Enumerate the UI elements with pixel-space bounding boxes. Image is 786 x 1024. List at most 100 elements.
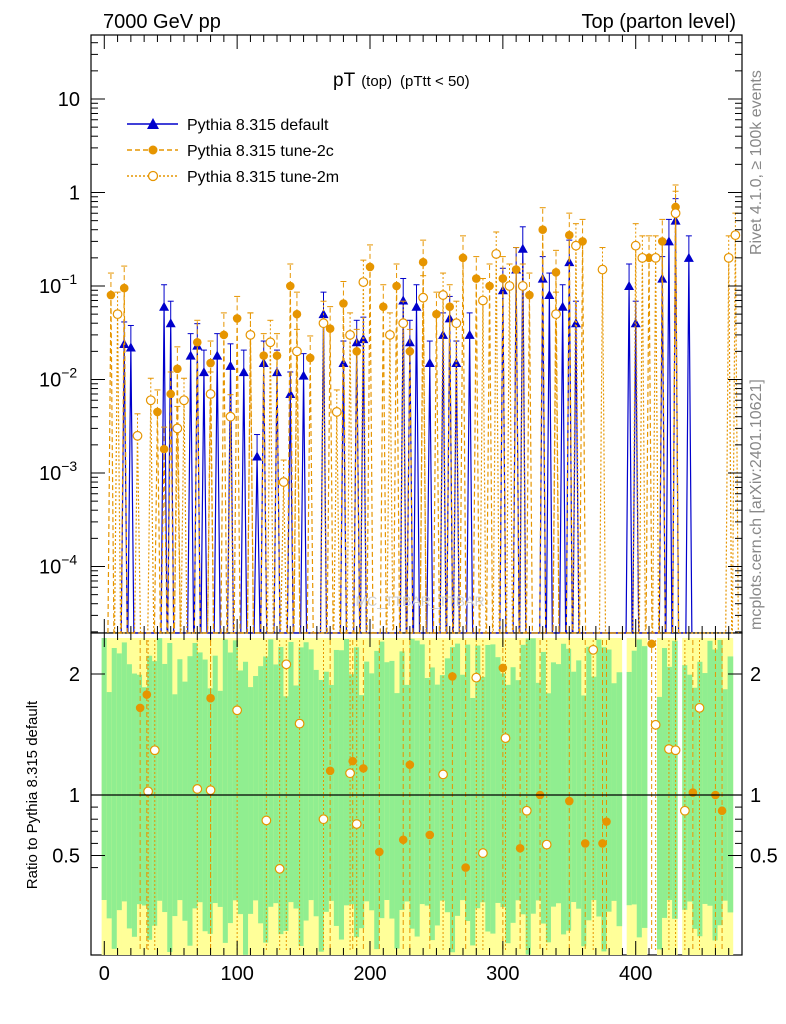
ratio-y-tick-label-right: 0.5 xyxy=(750,846,778,868)
title-main: pT xyxy=(333,70,356,91)
ratio-band-green xyxy=(707,640,714,906)
ratio-band-green xyxy=(500,673,507,908)
point-tune2c xyxy=(525,290,534,300)
ratio-band-green xyxy=(540,651,547,924)
ratio-band-green xyxy=(545,693,552,943)
point-tune2c xyxy=(458,253,468,263)
ratio-band-green xyxy=(394,693,400,949)
point-default xyxy=(238,367,249,377)
ratio-band-green xyxy=(470,697,476,946)
ratio-band-green xyxy=(227,652,234,924)
ratio-band-green xyxy=(571,671,577,903)
ratio-plot-marks xyxy=(135,639,727,952)
ratio-point-tune2m xyxy=(438,769,448,780)
ratio-band-green xyxy=(293,685,300,909)
ratio-band-green xyxy=(101,638,108,900)
ratio-band-green xyxy=(288,642,294,903)
point-tune2m xyxy=(205,389,216,399)
point-tune2m xyxy=(132,430,143,441)
ratio-band-green xyxy=(485,644,491,932)
point-tune2m xyxy=(418,292,429,303)
point-default xyxy=(298,370,309,380)
point-tune2c xyxy=(305,353,315,363)
ratio-point-tune2m xyxy=(294,718,305,729)
ratio-band-green xyxy=(248,687,254,914)
point-tune2c xyxy=(159,444,169,454)
legend: Pythia 8.315 default Pythia 8.315 tune-2… xyxy=(127,117,339,186)
ratio-band-green xyxy=(111,648,118,949)
ratio-band-green xyxy=(465,644,471,922)
point-default xyxy=(165,318,176,328)
point-tune2c xyxy=(657,237,667,246)
ratio-band-green xyxy=(414,640,421,937)
point-tune2c xyxy=(206,358,215,368)
point-tune2m xyxy=(438,290,448,300)
ratio-band-green xyxy=(444,658,451,913)
ratio-band-green xyxy=(449,647,456,953)
point-tune2c xyxy=(232,314,242,323)
ratio-band-green xyxy=(192,642,199,909)
ratio-band-green xyxy=(419,644,426,905)
ratio-point-tune2m xyxy=(261,815,272,826)
ratio-band-green xyxy=(136,674,143,905)
point-tune2m xyxy=(398,318,409,329)
point-tune2m xyxy=(145,395,156,406)
ratio-band-green xyxy=(147,655,153,940)
ratio-band-green xyxy=(495,657,501,903)
ratio-band-green xyxy=(167,643,173,952)
point-tune2c xyxy=(578,237,587,246)
x-tick-label: 200 xyxy=(353,963,386,985)
ratio-band-green xyxy=(702,673,708,904)
point-tune2c xyxy=(119,283,129,293)
ratio-band-green xyxy=(313,669,320,917)
ratio-band-green xyxy=(131,673,138,937)
ratio-point-tune2m xyxy=(679,805,690,816)
ratio-band-green xyxy=(116,653,123,911)
header-right: Top (parton level) xyxy=(581,11,736,33)
ratio-uncertainty-bands xyxy=(101,638,734,955)
axes: 10 1 10−1 10−2 10−3 10−4 0 100 200 300 400 0.5 0.5 1 1… xyxy=(39,35,778,985)
ratio-point-tune2c xyxy=(325,766,335,776)
point-default xyxy=(125,342,136,352)
point-tune2m xyxy=(265,337,276,348)
point-tune2c xyxy=(285,281,295,291)
ratio-band-green xyxy=(182,681,188,921)
x-tick-label: 300 xyxy=(486,963,519,985)
point-tune2c xyxy=(339,299,348,308)
ratio-band-green xyxy=(384,662,390,901)
ratio-point-tune2c xyxy=(598,839,607,848)
y-tick-label: 10 xyxy=(58,89,80,111)
point-tune2m xyxy=(650,252,661,263)
point-tune2c xyxy=(219,330,229,340)
ratio-point-tune2c xyxy=(515,843,525,853)
point-tune2m xyxy=(245,329,256,340)
point-default xyxy=(424,358,435,368)
ratio-y-tick-label: 1 xyxy=(69,785,80,807)
ratio-point-tune2c xyxy=(425,830,435,840)
ratio-point-tune2c xyxy=(375,847,384,857)
ratio-point-tune2c xyxy=(580,839,590,848)
point-default xyxy=(212,350,223,360)
point-tune2m xyxy=(345,329,355,340)
point-tune2c xyxy=(405,347,415,356)
point-default xyxy=(252,451,263,461)
point-tune2m xyxy=(491,249,502,259)
point-tune2m xyxy=(292,346,302,357)
ratio-band-green xyxy=(273,664,279,904)
ratio-band-green xyxy=(157,638,163,901)
ratio-band-green xyxy=(606,649,613,912)
ratio-band-green xyxy=(505,684,512,944)
ratio-band-green xyxy=(349,674,355,905)
ratio-band-green xyxy=(576,660,582,909)
ratio-band-green xyxy=(475,645,481,909)
ratio-band-green xyxy=(717,639,724,926)
legend-label-default: Pythia 8.315 default xyxy=(187,117,329,134)
ratio-band-green xyxy=(525,638,532,955)
ratio-y-tick-label: 2 xyxy=(69,664,80,686)
point-tune2c xyxy=(173,364,182,374)
point-tune2c xyxy=(166,389,176,399)
ratio-point-tune2m xyxy=(521,805,532,816)
ratio-point-tune2c xyxy=(717,806,727,816)
mcplots-label: mcplots.cern.ch [arXiv:2401.10621] xyxy=(748,379,765,630)
point-tune2c xyxy=(551,268,561,277)
